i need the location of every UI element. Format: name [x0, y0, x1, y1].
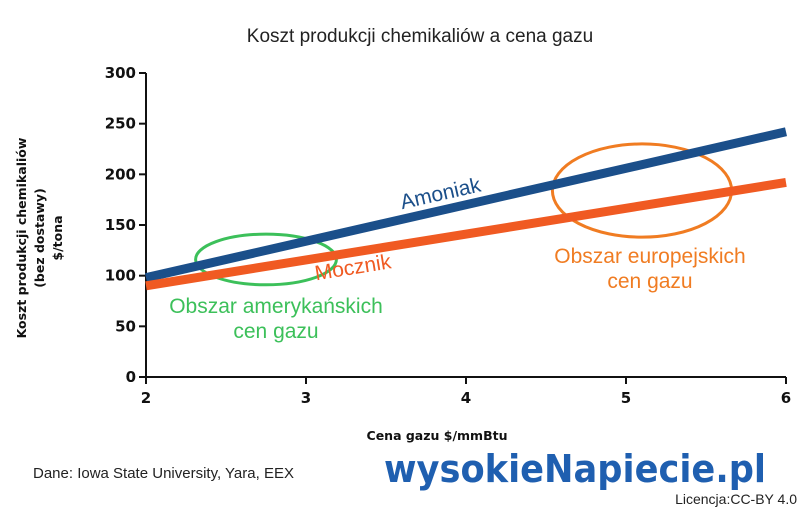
license-note: Licencja:CC-BY 4.0 — [675, 491, 797, 507]
x-tick-label: 2 — [141, 389, 151, 407]
y-axis-label-line-3: $/tona — [50, 215, 65, 260]
chart-title: Koszt produkcji chemikaliów a cena gazu — [247, 26, 593, 47]
x-tick-label: 5 — [621, 389, 631, 407]
region-label-2-line-1: Obszar europejskich — [554, 245, 745, 268]
x-axis-label: Cena gazu $/mmBtu — [367, 428, 508, 443]
y-tick-label: 150 — [105, 216, 136, 234]
y-axis-label-line-2: (bez dostawy) — [32, 188, 47, 288]
region-ellipse-2 — [550, 142, 734, 239]
source-note: Dane: Iowa State University, Yara, EEX — [33, 465, 294, 482]
logo-text: wysokieNapiecie.pl — [384, 447, 766, 491]
y-tick-label: 100 — [105, 267, 136, 285]
region-label-1-line-1: Obszar amerykańskich — [169, 295, 383, 318]
series-line-amoniak — [144, 127, 788, 283]
y-tick-label: 50 — [115, 317, 136, 335]
series — [144, 127, 788, 291]
y-axis-label-line-1: Koszt produkcji chemikaliów — [14, 137, 29, 338]
y-tick-label: 200 — [105, 165, 136, 183]
y-tick-label: 250 — [105, 115, 136, 133]
logo: wysokieNapiecie.pl — [384, 447, 766, 491]
axes: 0 50 100 150 200 250 300 2 3 4 5 6 — [105, 64, 792, 407]
region-label-2-line-2: cen gazu — [607, 270, 692, 293]
y-tick-label: 0 — [126, 368, 136, 386]
series-line-mocznik — [145, 177, 787, 291]
y-axis-label: Koszt produkcji chemikaliów (bez dostawy… — [14, 137, 65, 338]
x-tick-label: 4 — [461, 389, 471, 407]
y-tick-label: 300 — [105, 64, 136, 82]
x-tick-label: 3 — [301, 389, 311, 407]
region-label-1-line-2: cen gazu — [233, 320, 318, 343]
x-tick-label: 6 — [781, 389, 791, 407]
